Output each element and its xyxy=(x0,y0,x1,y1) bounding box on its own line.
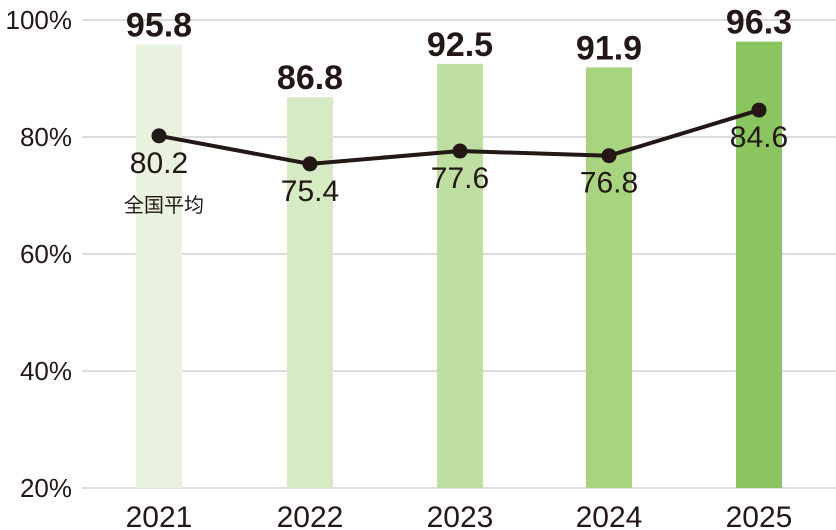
bar-value-labels: 95.8 86.8 92.5 91.9 96.3 xyxy=(126,4,792,98)
y-tick-label: 80% xyxy=(20,122,72,152)
average-line-point xyxy=(302,156,318,172)
line-value-label: 76.8 xyxy=(580,167,638,200)
y-tick-label: 40% xyxy=(20,356,72,386)
x-tick-label: 2021 xyxy=(126,501,193,530)
bar xyxy=(136,44,182,488)
bar-value-label: 96.3 xyxy=(726,4,792,42)
average-line-point xyxy=(751,102,767,118)
y-tick-label: 60% xyxy=(20,239,72,269)
bar xyxy=(586,67,632,488)
x-tick-label: 2025 xyxy=(726,501,793,530)
bar-value-label: 95.8 xyxy=(126,7,192,45)
line-value-label: 80.2 xyxy=(130,147,188,180)
bar-value-label: 86.8 xyxy=(277,59,343,97)
y-tick-label: 100% xyxy=(6,5,73,35)
x-tick-label: 2024 xyxy=(576,501,643,530)
bar-value-label: 92.5 xyxy=(427,26,493,64)
average-line-point xyxy=(452,143,468,159)
average-line-point xyxy=(151,128,167,144)
line-value-label: 77.6 xyxy=(431,162,489,195)
bar-value-label: 91.9 xyxy=(576,29,642,67)
line-value-labels: 80.2 75.4 77.6 76.8 84.6 全国平均 xyxy=(124,121,788,217)
bar xyxy=(287,97,333,488)
series-name-label: 全国平均 xyxy=(124,193,204,217)
x-axis-tick-labels: 2021 2022 2023 2024 2025 xyxy=(126,501,793,530)
line-value-label: 75.4 xyxy=(281,175,339,208)
line-value-label: 84.6 xyxy=(730,121,788,154)
bar xyxy=(437,63,483,488)
average-line xyxy=(151,102,767,172)
bars xyxy=(136,41,782,489)
y-axis-tick-labels: 20% 40% 60% 80% 100% xyxy=(6,5,73,503)
average-line-point xyxy=(601,148,617,164)
y-tick-label: 20% xyxy=(20,473,72,503)
x-tick-label: 2023 xyxy=(427,501,494,530)
x-tick-label: 2022 xyxy=(277,501,344,530)
